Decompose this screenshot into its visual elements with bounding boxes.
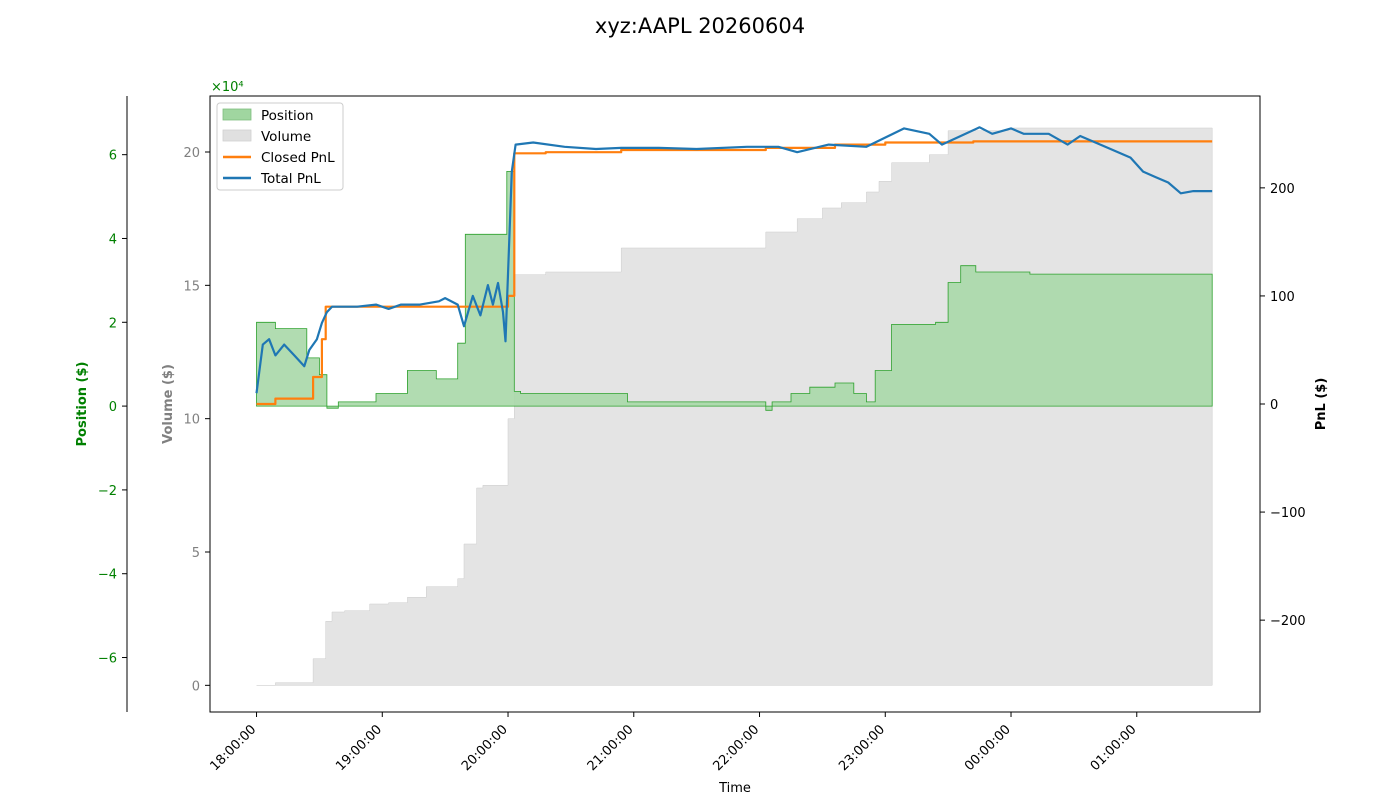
- x-tick-label: 19:00:00: [333, 722, 385, 774]
- legend-label-position: Position: [261, 108, 314, 124]
- series-total-pnl-line: [255, 126, 1213, 394]
- series-volume-area: [256, 127, 1213, 686]
- legend-label-closed-pnl: Closed PnL: [261, 150, 335, 166]
- position-axis-label: Position ($): [75, 362, 90, 447]
- legend: Position Volume Closed PnL Total PnL: [216, 102, 344, 191]
- pnl-tick-label: 100: [1270, 290, 1295, 305]
- x-tick-label: 00:00:00: [962, 722, 1014, 774]
- volume-axis-label: Volume ($): [161, 364, 176, 444]
- legend-box: [216, 102, 344, 191]
- position-tick-label: −6: [98, 652, 117, 667]
- legend-label-total-pnl: Total PnL: [260, 171, 321, 187]
- x-axis-label: Time: [718, 781, 751, 796]
- legend-label-volume: Volume: [261, 129, 311, 145]
- volume-tick-label: 20: [183, 146, 200, 161]
- plot-area: [255, 126, 1213, 686]
- volume-tick-label: 15: [183, 279, 200, 294]
- pnl-tick-label: 200: [1270, 182, 1295, 197]
- position-axis-offset: ×10⁴: [211, 80, 244, 95]
- x-tick-label: 22:00:00: [710, 722, 762, 774]
- volume-tick-label: 0: [192, 679, 200, 694]
- position-tick-label: 2: [109, 316, 117, 331]
- x-tick-label: 20:00:00: [459, 722, 511, 774]
- pnl-axis-label: PnL ($): [1314, 378, 1329, 431]
- position-tick-label: 0: [109, 400, 117, 415]
- chart-title: xyz:AAPL 20260604: [595, 14, 805, 38]
- position-tick-label: 4: [109, 232, 117, 247]
- volume-tick-label: 5: [192, 546, 200, 561]
- x-tick-label: 18:00:00: [207, 722, 259, 774]
- position-tick-label: 6: [109, 149, 117, 164]
- pnl-tick-label: −100: [1270, 506, 1306, 521]
- pnl-tick-label: −200: [1270, 614, 1306, 629]
- series-position-area: [256, 171, 1213, 411]
- x-tick-label: 01:00:00: [1088, 722, 1140, 774]
- pnl-tick-label: 0: [1270, 398, 1278, 413]
- x-tick-label: 21:00:00: [585, 722, 637, 774]
- volume-tick-label: 10: [183, 413, 200, 428]
- legend-swatch-volume: [222, 129, 252, 142]
- x-tick-label: 23:00:00: [836, 722, 888, 774]
- position-tick-label: −2: [98, 484, 117, 499]
- legend-swatch-position: [222, 108, 252, 121]
- position-tick-label: −4: [98, 568, 117, 583]
